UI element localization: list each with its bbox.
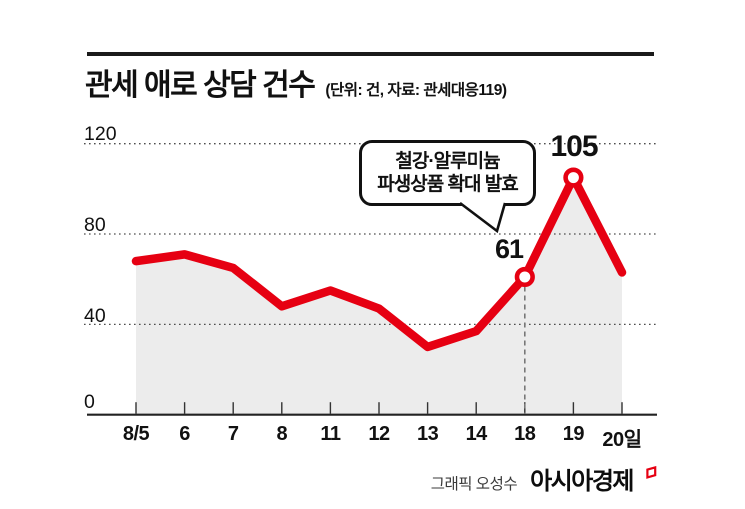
x-tick-label-7: 7 — [227, 423, 239, 445]
header-rule — [87, 52, 654, 56]
x-tick-label-14: 14 — [465, 423, 488, 445]
callout-text-line1: 철강·알루미늄 — [395, 150, 500, 172]
x-tick-label-18: 18 — [514, 423, 536, 445]
x-tick-label-12: 12 — [368, 423, 390, 445]
x-tick-label-8: 8 — [276, 423, 288, 445]
brand-wordmark: 아시아경제 — [530, 468, 634, 495]
x-tick-label-6: 6 — [179, 423, 190, 445]
x-tick-label-11: 11 — [320, 423, 341, 445]
y-tick-label-80: 80 — [84, 213, 106, 236]
brand-logo-icon — [646, 466, 657, 479]
chart-title: 관세 애로 상담 건수 — [85, 69, 316, 102]
y-tick-label-40: 40 — [84, 304, 106, 327]
data-label-105: 105 — [550, 130, 598, 163]
y-tick-label-120: 120 — [84, 122, 117, 145]
footer: 그래픽 오성수 아시아경제 — [431, 461, 657, 496]
header: 관세 애로 상담 건수 (단위: 건, 자료: 관세대응119) — [85, 60, 685, 104]
callout-bubble: 철강·알루미늄 파생상품 확대 발효 — [359, 140, 536, 206]
x-tick-label-19: 19 — [562, 423, 585, 445]
x-tick-label-20il: 20일 — [602, 429, 642, 451]
x-tick-label-8-5: 8/5 — [122, 423, 150, 445]
chart-units-source-note: (단위: 건, 자료: 관세대응119) — [325, 82, 507, 99]
callout-tail — [459, 201, 507, 234]
area-fill — [136, 177, 622, 415]
marker-105 — [563, 167, 584, 188]
callout-text-line2: 파생상품 확대 발효 — [377, 174, 518, 195]
x-tick-label-13: 13 — [416, 423, 439, 445]
series-line — [131, 173, 627, 352]
data-label-61: 61 — [494, 234, 524, 264]
marker-61 — [514, 266, 535, 288]
y-tick-label-0: 0 — [84, 391, 95, 413]
graphic-credit: 그래픽 오성수 — [430, 476, 518, 493]
